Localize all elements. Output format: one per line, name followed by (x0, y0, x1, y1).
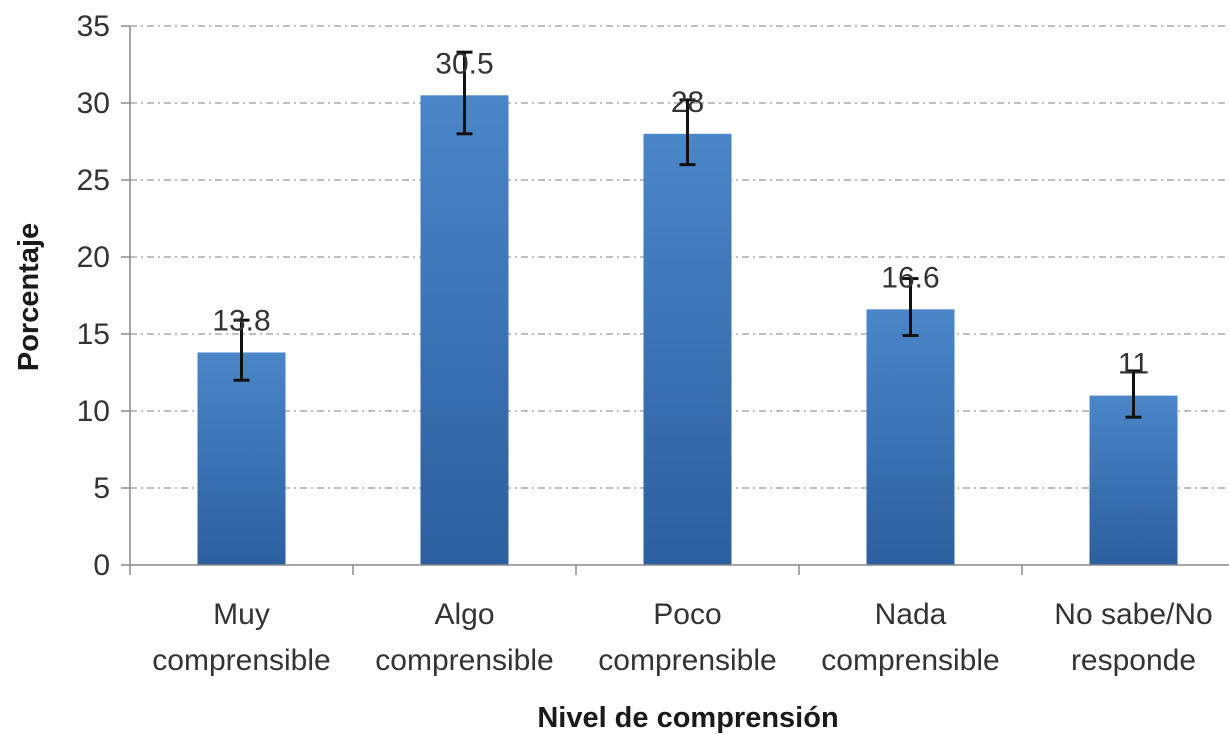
x-tick-label: Muy (213, 598, 270, 631)
y-tick-label: 0 (93, 549, 110, 582)
bar (420, 95, 509, 566)
x-tick-label: comprensible (821, 644, 999, 677)
axes (121, 25, 1229, 575)
y-axis-title: Porcentaje (13, 223, 45, 371)
x-tick-label: Nada (875, 598, 947, 631)
data-label: 16.6 (881, 261, 939, 294)
bars (197, 95, 1178, 566)
x-tick-label: Poco (653, 598, 721, 631)
y-tick-label: 20 (77, 241, 110, 274)
y-tick-label: 35 (77, 10, 110, 43)
labels: 0 5 10 15 20 25 30 35 13.8 Muy comprensible 30.5 Alg… (77, 10, 1213, 677)
bar (866, 309, 955, 565)
y-tick-label: 25 (77, 164, 110, 197)
data-label: 30.5 (435, 47, 493, 80)
bar (1089, 395, 1178, 565)
x-tick-label: Algo (434, 598, 494, 631)
bar (643, 133, 732, 566)
x-tick-label: comprensible (598, 644, 776, 677)
x-tick-label: comprensible (152, 644, 330, 677)
data-label: 13.8 (212, 304, 270, 337)
data-label: 28 (671, 86, 704, 119)
x-axis-title: Nivel de comprensión (537, 702, 838, 734)
y-tick-label: 5 (93, 472, 110, 505)
x-tick-label: comprensible (375, 644, 553, 677)
y-tick-label: 15 (77, 318, 110, 351)
data-label: 11 (1118, 348, 1149, 381)
x-tick-label: No sabe/No (1054, 598, 1212, 631)
y-tick-label: 30 (77, 87, 110, 120)
x-tick-label: responde (1071, 644, 1196, 677)
y-tick-label: 10 (77, 395, 110, 428)
error-bars (233, 50, 1142, 419)
bar (197, 352, 286, 565)
